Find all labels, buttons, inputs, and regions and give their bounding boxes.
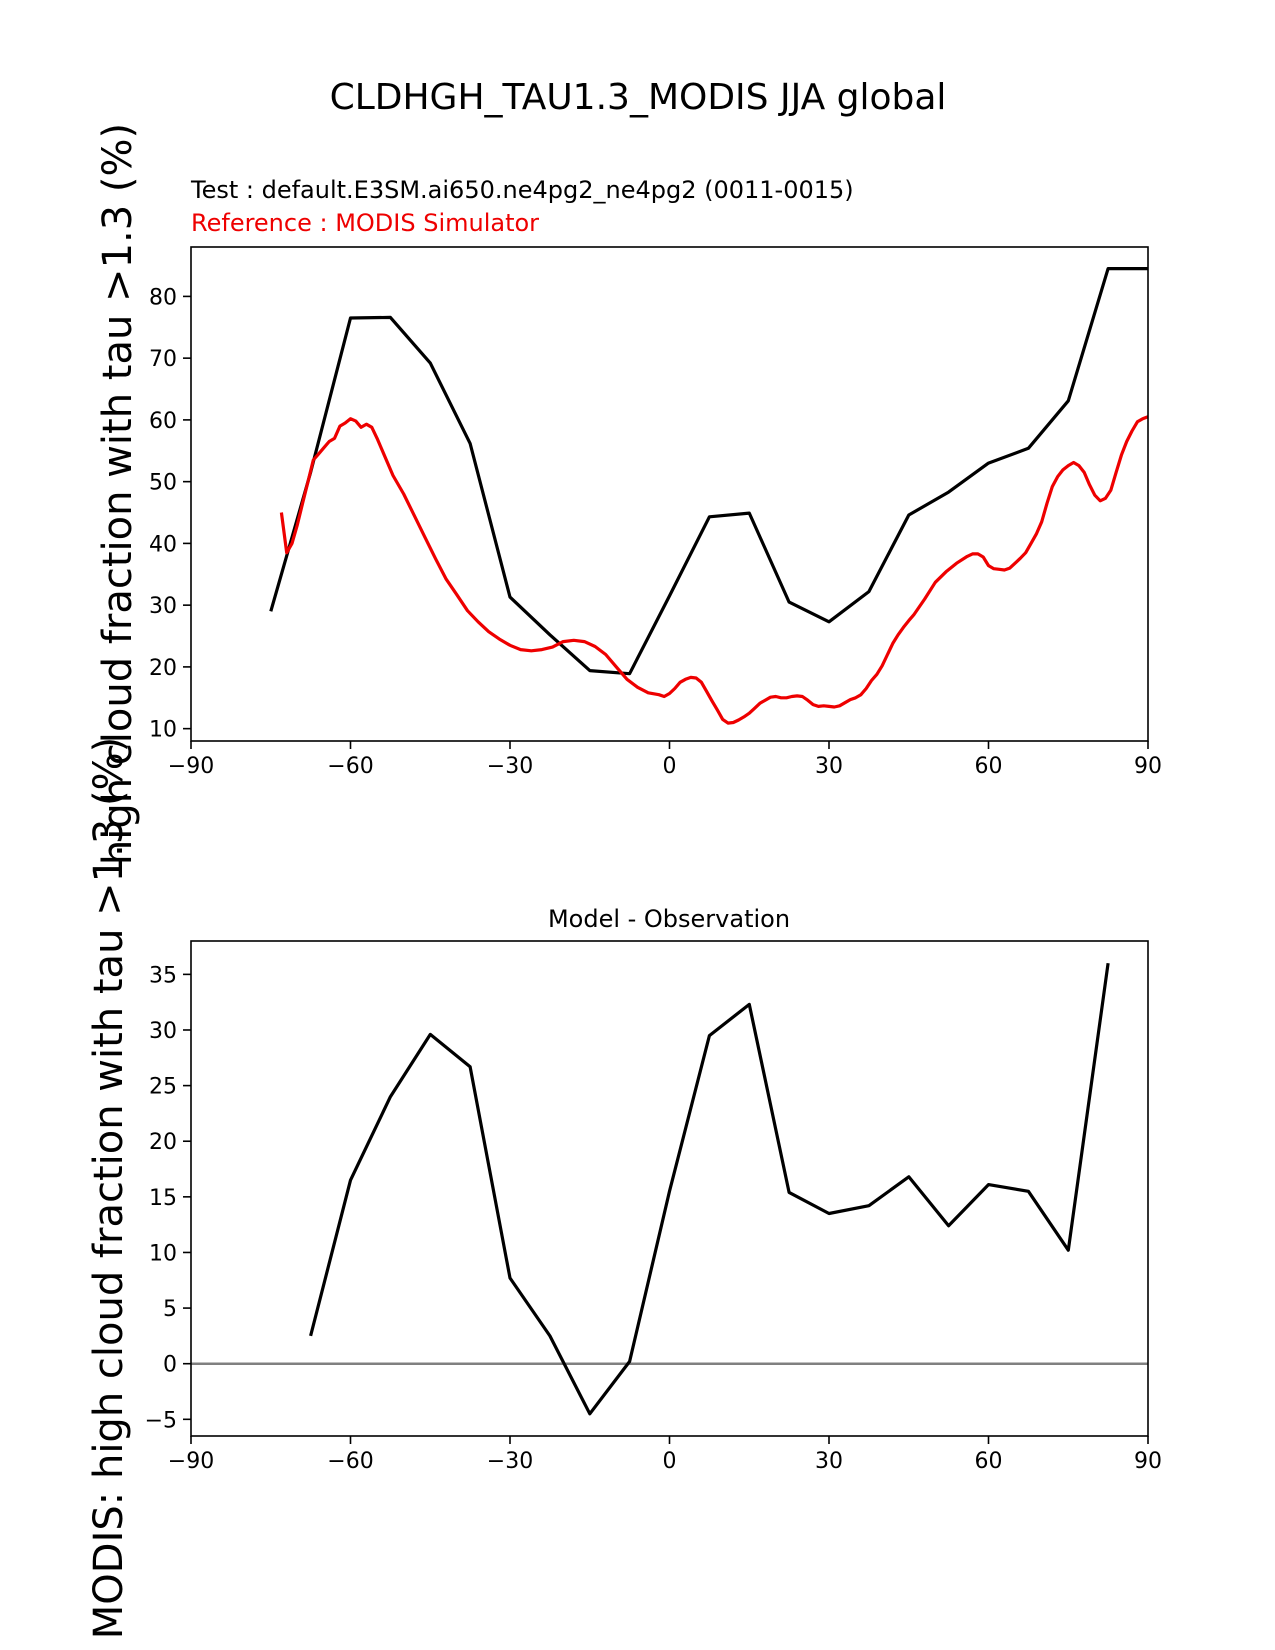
bottom-y-tick-label: 15 xyxy=(149,1186,177,1211)
top-panel: −90 −60 −30 0 30 60 90 10 20 30 40 50 60 70 80 high c… xyxy=(95,123,1162,865)
top-y-tick-label: 60 xyxy=(149,409,177,434)
bottom-y-axis-label: MODIS: high cloud fraction with tau >1.3… xyxy=(86,737,132,1639)
bottom-x-tick-label: 90 xyxy=(1134,1449,1162,1474)
suptitle: CLDHGH_TAU1.3_MODIS JJA global xyxy=(330,77,947,118)
bottom-y-tick-label: 10 xyxy=(149,1241,177,1266)
top-x-tick-label: 30 xyxy=(815,754,843,779)
bottom-y-tick-label: 0 xyxy=(163,1353,177,1378)
bottom-y-tick-label: −5 xyxy=(145,1408,177,1433)
reference-label: Reference : MODIS Simulator xyxy=(191,209,539,237)
bottom-x-tick-label: 30 xyxy=(815,1449,843,1474)
top-x-tick-label: −60 xyxy=(327,754,373,779)
top-y-tick-label: 70 xyxy=(149,347,177,372)
bottom-y-axis: −5 0 5 10 15 20 25 30 35 xyxy=(145,963,191,1433)
bottom-y-tick-label: 30 xyxy=(149,1019,177,1044)
top-y-tick-label: 50 xyxy=(149,471,177,496)
top-series-test xyxy=(269,267,1148,676)
top-y-tick-label: 20 xyxy=(149,656,177,681)
top-x-tick-label: 60 xyxy=(975,754,1003,779)
top-y-axis-label: high cloud fraction with tau >1.3 (%) xyxy=(95,123,141,865)
top-y-tick-label: 10 xyxy=(149,718,177,743)
bottom-x-tick-label: −30 xyxy=(487,1449,533,1474)
bottom-panel: Model - Observation −90 −60 −30 0 30 60 90 −5 0… xyxy=(86,737,1162,1639)
top-y-tick-label: 30 xyxy=(149,594,177,619)
top-y-tick-label: 40 xyxy=(149,532,177,557)
bottom-x-tick-label: 0 xyxy=(663,1449,677,1474)
bottom-x-tick-label: −90 xyxy=(168,1449,214,1474)
bottom-series-layer xyxy=(309,962,1110,1416)
bottom-y-tick-label: 5 xyxy=(163,1297,177,1322)
bottom-y-tick-label: 25 xyxy=(149,1075,177,1100)
top-y-tick-label: 80 xyxy=(149,285,177,310)
top-x-tick-label: 0 xyxy=(663,754,677,779)
test-label: Test : default.E3SM.ai650.ne4pg2_ne4pg2 … xyxy=(190,176,854,204)
top-series-layer xyxy=(269,267,1149,725)
bottom-series-model-observation xyxy=(309,962,1110,1416)
bottom-x-axis: −90 −60 −30 0 30 60 90 xyxy=(168,1436,1162,1474)
bottom-x-tick-label: −60 xyxy=(327,1449,373,1474)
top-y-axis: 10 20 30 40 50 60 70 80 xyxy=(149,285,191,743)
bottom-y-tick-label: 20 xyxy=(149,1130,177,1155)
top-x-tick-label: −30 xyxy=(487,754,533,779)
bottom-panel-title: Model - Observation xyxy=(548,905,790,933)
top-x-axis: −90 −60 −30 0 30 60 90 xyxy=(168,741,1162,779)
top-x-tick-label: 90 xyxy=(1134,754,1162,779)
bottom-x-tick-label: 60 xyxy=(975,1449,1003,1474)
top-x-tick-label: −90 xyxy=(168,754,214,779)
bottom-y-tick-label: 35 xyxy=(149,963,177,988)
top-series-reference xyxy=(279,415,1149,725)
